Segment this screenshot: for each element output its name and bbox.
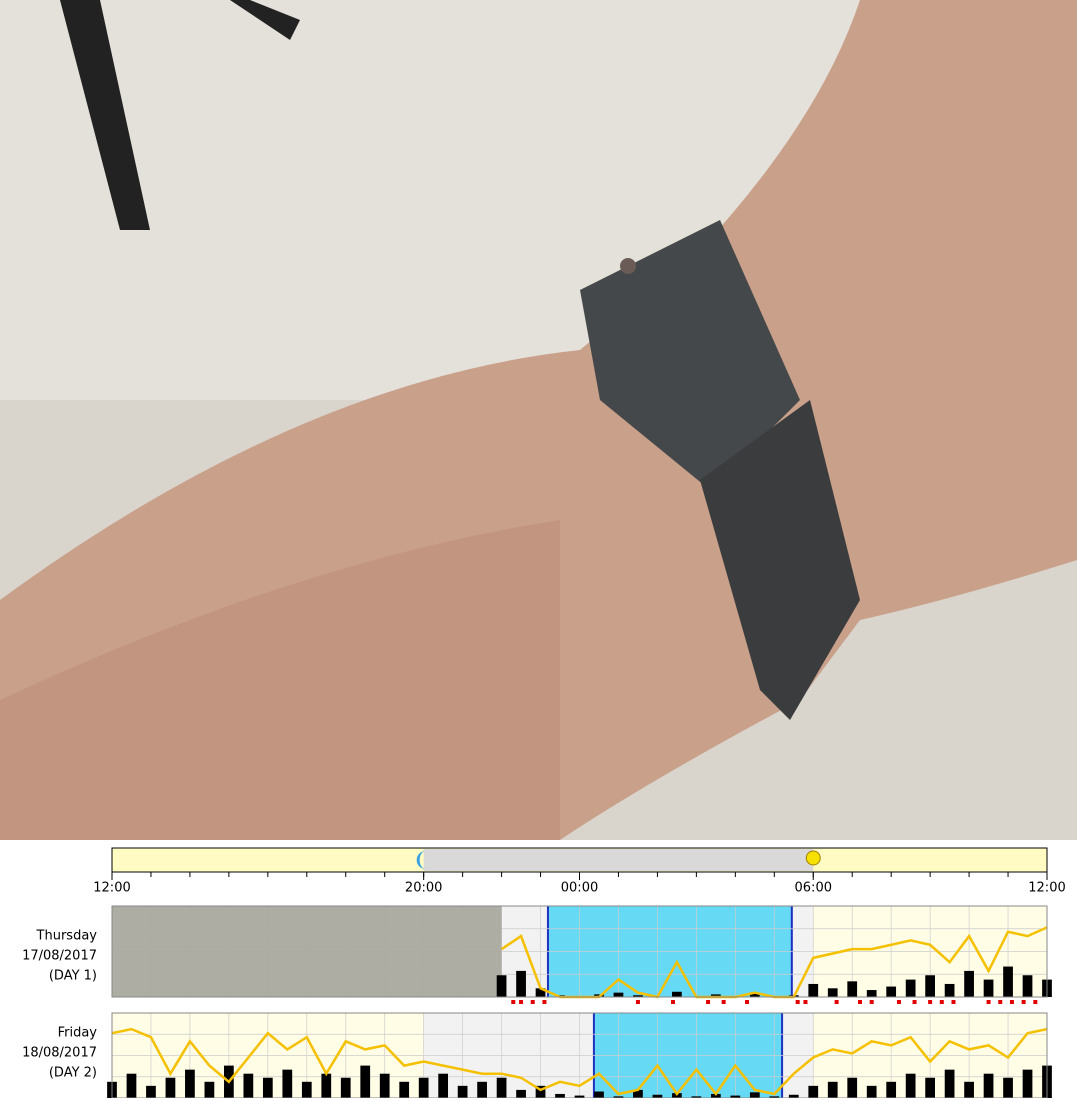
offwrist-mark: [671, 1000, 675, 1004]
x-tick-label: 12:00: [93, 881, 130, 896]
offwrist-mark: [870, 1000, 874, 1004]
offwrist-mark: [542, 1000, 546, 1004]
offwrist-mark: [722, 1000, 726, 1004]
activity-bar: [555, 1094, 565, 1098]
activity-bar: [945, 984, 955, 997]
activity-bar: [419, 1078, 429, 1098]
activity-bar: [516, 1090, 526, 1098]
activity-bar: [964, 971, 974, 997]
activity-bar: [925, 975, 935, 997]
offwrist-mark: [706, 1000, 710, 1004]
activity-bar: [964, 1082, 974, 1098]
activity-bar: [477, 1082, 487, 1098]
offwrist-mark: [998, 1000, 1002, 1004]
offwrist-mark: [1022, 1000, 1026, 1004]
activity-bar: [341, 1078, 351, 1098]
activity-bar: [614, 993, 624, 997]
day-label: (DAY 2): [49, 1066, 97, 1081]
activity-bar: [185, 1070, 195, 1098]
activity-bar: [925, 1078, 935, 1098]
activity-bar: [867, 990, 877, 997]
no-data: [112, 906, 502, 997]
activity-bar: [867, 1086, 877, 1098]
offwrist-mark: [897, 1000, 901, 1004]
offwrist-mark: [987, 1000, 991, 1004]
activity-bar: [516, 971, 526, 997]
activity-bar: [886, 1082, 896, 1098]
activity-bar: [906, 980, 916, 997]
x-tick-label: 06:00: [795, 881, 832, 896]
day-label: 18/08/2017: [22, 1046, 97, 1061]
activity-bar: [945, 1070, 955, 1098]
offwrist-mark: [1010, 1000, 1014, 1004]
x-tick-label: 00:00: [561, 881, 598, 896]
offwrist-mark: [1033, 1000, 1037, 1004]
activity-bar: [750, 1092, 760, 1098]
sun-icon: [806, 851, 820, 865]
activity-bar: [380, 1074, 390, 1098]
activity-bar: [906, 1074, 916, 1098]
activity-bar: [438, 1074, 448, 1098]
day-label: Thursday: [36, 929, 98, 944]
activity-bar: [243, 1074, 253, 1098]
activity-bar: [458, 1086, 468, 1098]
activity-bar: [166, 1078, 176, 1098]
offwrist-mark: [531, 1000, 535, 1004]
activity-bar: [360, 1066, 370, 1098]
activity-bar: [808, 1086, 818, 1098]
offwrist-mark: [940, 1000, 944, 1004]
offwrist-mark: [519, 1000, 523, 1004]
offwrist-mark: [928, 1000, 932, 1004]
activity-bar: [984, 980, 994, 997]
activity-bar: [321, 1074, 331, 1098]
activity-bar: [672, 992, 682, 997]
activity-bar: [497, 1078, 507, 1098]
screen: 12:00 20:00 00:00 06:00 12:00 Thursday 17/08/2…: [0, 0, 1077, 1098]
day-label: 17/08/2017: [22, 949, 97, 964]
activity-bar: [1003, 1078, 1013, 1098]
activity-bar: [127, 1074, 137, 1098]
offwrist-mark: [952, 1000, 956, 1004]
activity-bar: [808, 984, 818, 997]
offwrist-mark: [745, 1000, 749, 1004]
activity-bar: [282, 1070, 292, 1098]
activity-bar: [302, 1082, 312, 1098]
activity-bar: [847, 981, 857, 997]
offwrist-mark: [913, 1000, 917, 1004]
activity-bar: [886, 987, 896, 997]
activity-bar: [847, 1078, 857, 1098]
activity-bar: [205, 1082, 215, 1098]
activity-bar: [146, 1086, 156, 1098]
activity-bar: [984, 1074, 994, 1098]
offwrist-mark: [636, 1000, 640, 1004]
day-label: (DAY 1): [49, 969, 97, 984]
offwrist-mark: [796, 1000, 800, 1004]
activity-bar: [263, 1078, 273, 1098]
activity-bar: [828, 1082, 838, 1098]
offwrist-mark: [803, 1000, 807, 1004]
offwrist-mark: [511, 1000, 515, 1004]
activity-bar: [1023, 1070, 1033, 1098]
offwrist-mark: [858, 1000, 862, 1004]
activity-bar: [1003, 967, 1013, 997]
activity-bar: [497, 975, 507, 997]
activity-bar: [594, 1092, 604, 1098]
night-band: [424, 849, 814, 871]
x-tick-label: 12:00: [1028, 881, 1065, 896]
photo: [0, 0, 1077, 840]
offwrist-mark: [835, 1000, 839, 1004]
page: {"chart_data": {"type": "actogram", "xli…: [0, 0, 1077, 1098]
activity-bar: [1023, 975, 1033, 997]
day-label: Friday: [58, 1026, 98, 1041]
x-tick-label: 20:00: [405, 881, 442, 896]
activity-bar: [399, 1082, 409, 1098]
activity-bar: [828, 988, 838, 997]
